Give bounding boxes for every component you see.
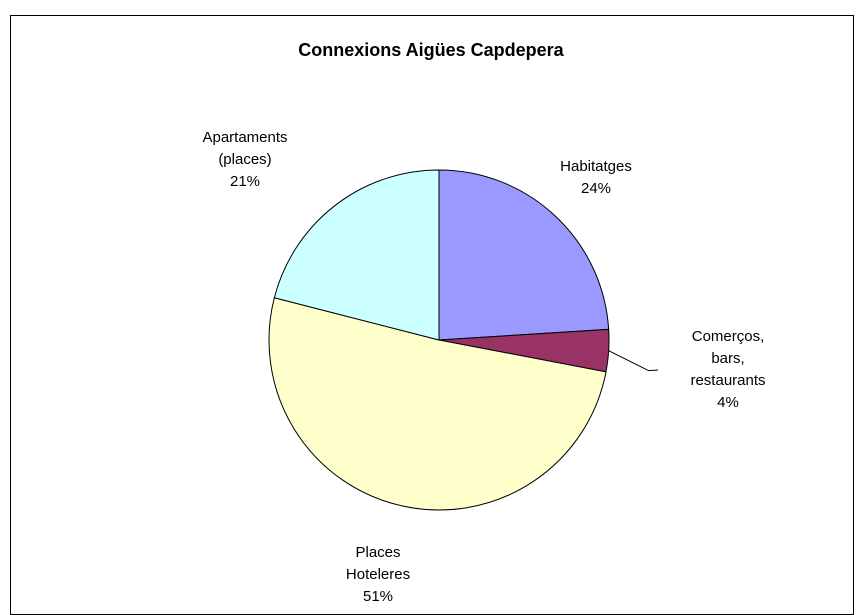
label-value: 4% [717,394,739,411]
data-label: Habitatges 24% [541,156,651,200]
chart-title: Connexions Aigües Capdepera [298,40,564,60]
label-name: Comerços, bars, restaurants [690,328,766,389]
leader-line [608,350,659,372]
label-value: 51% [362,588,394,605]
pie-slice [273,169,440,341]
pie-slice [268,297,607,511]
label-value: 24% [580,180,612,197]
data-label: Comerços, bars, restaurants 4% [673,326,783,414]
label-name: Habitatges [560,158,632,175]
data-label: Places Hoteleres 51% [338,542,418,608]
pie-slice [438,169,610,341]
label-name: Places Hoteleres [345,544,411,583]
data-label: Apartaments (places) 21% [195,127,295,193]
label-value: 21% [229,173,261,190]
label-name: Apartaments (places) [202,129,288,168]
